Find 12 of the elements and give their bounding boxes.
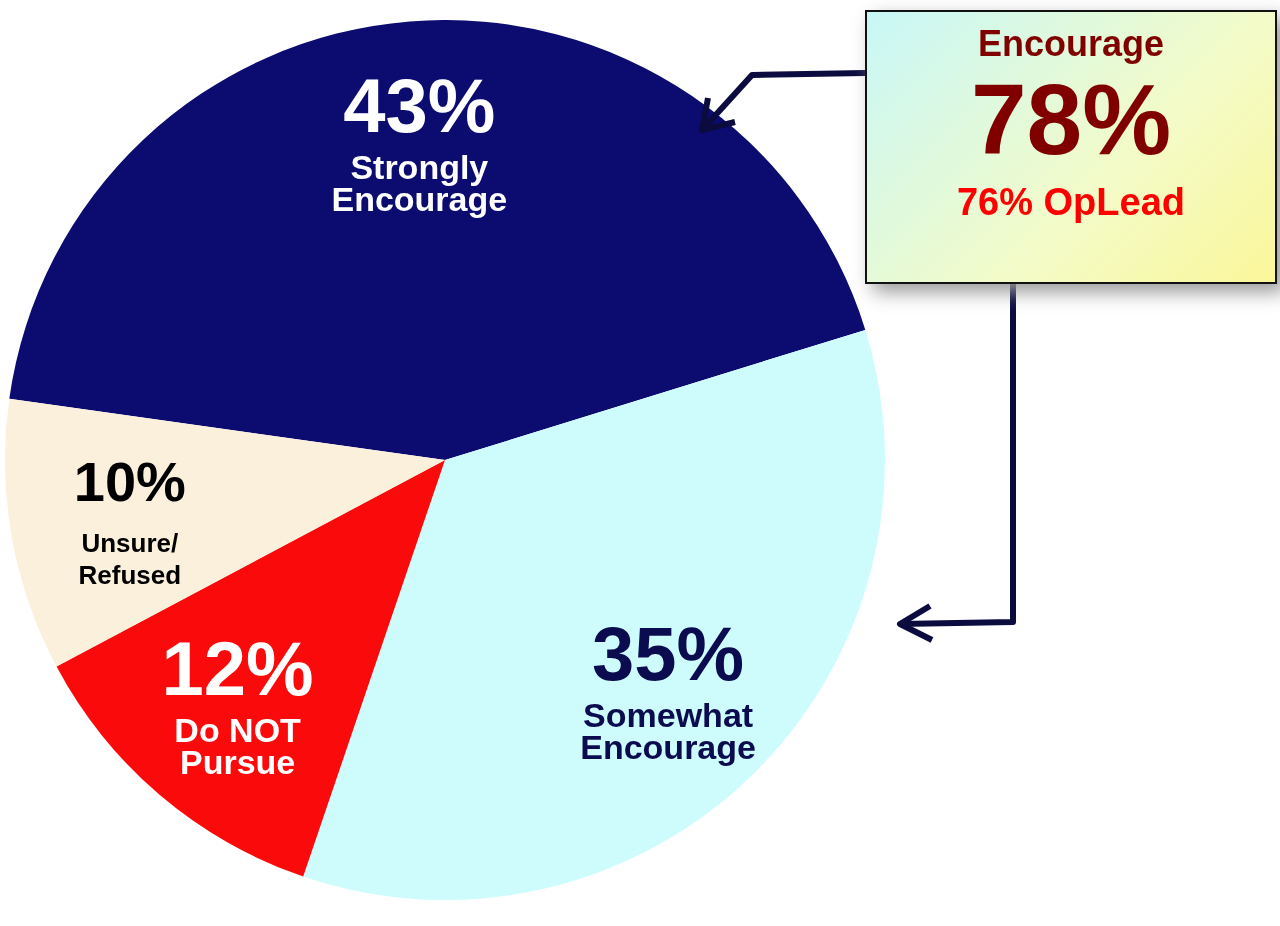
slice-label: Strongly Encourage xyxy=(331,148,508,219)
pie-slice xyxy=(56,460,445,877)
text: 76% OpLead xyxy=(955,180,1187,224)
data-label: 35% xyxy=(592,611,745,697)
data-label: 10% xyxy=(73,449,186,513)
slice-label: Somewhat Encourage xyxy=(580,696,756,767)
text: Encourage xyxy=(976,23,1165,64)
data-label: 12% xyxy=(161,625,314,711)
slice-label: Do NOT Pursue xyxy=(174,710,302,781)
pie-slice xyxy=(9,20,866,460)
slice-label: Unsure/Refused xyxy=(78,527,182,590)
data-label: 43% xyxy=(343,63,496,149)
